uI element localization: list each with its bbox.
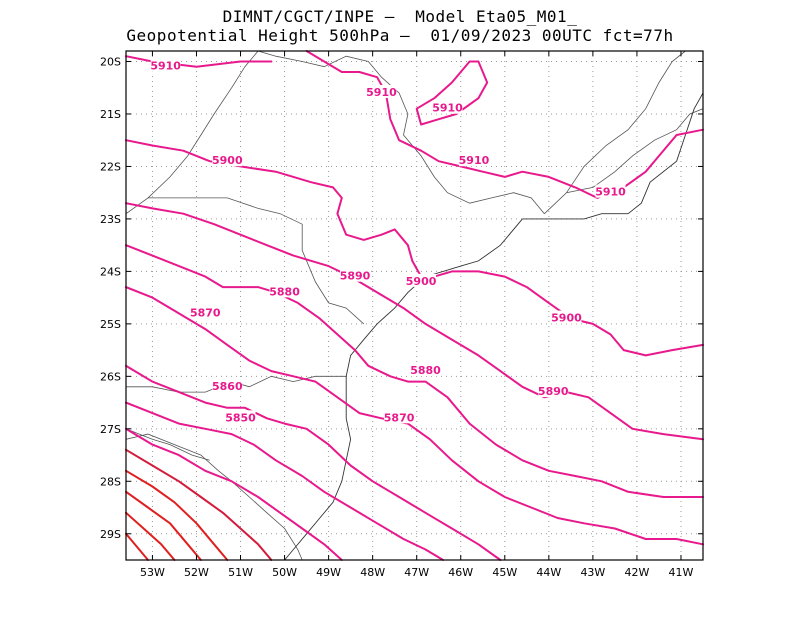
x-tick-label: 48W [360, 566, 385, 579]
x-tick-label: 50W [272, 566, 297, 579]
contour-label-bg [595, 184, 626, 198]
contour-label-bg [212, 378, 243, 392]
y-tick-label: 27S [100, 423, 121, 436]
y-tick-label: 23S [100, 213, 121, 226]
y-tick-label: 24S [100, 265, 121, 278]
contour-label-bg [269, 284, 300, 298]
contour-label: 5910 [459, 154, 490, 167]
contour-label: 5890 [340, 270, 371, 283]
contour-label: 5910 [595, 186, 626, 199]
boundary-line [125, 428, 210, 461]
y-tick-label: 26S [100, 370, 121, 383]
contour-label-bg [384, 410, 415, 424]
contour-label: 5900 [406, 275, 437, 288]
contour-label-bg [366, 84, 397, 98]
contour-labels: 5910 5910 5910 5910 5910 5900 5900 5900 5890 5890… [150, 58, 626, 424]
contour-label: 5850 [225, 411, 256, 424]
y-tick-label: 22S [100, 160, 121, 173]
coastline-south [284, 218, 523, 561]
latitude-axis: 20S 21S 22S 23S 24S 25S 26S 27S 28S 29S [100, 55, 703, 541]
contour-label: 5900 [551, 312, 582, 325]
contour-5910 [125, 55, 273, 68]
contour-5900 [125, 139, 704, 357]
contour-label-bg [410, 363, 441, 377]
contour-label: 5870 [190, 306, 221, 319]
contour-label-bg [225, 410, 256, 424]
boundary-line [125, 50, 259, 215]
contour-5830 [125, 448, 273, 561]
contour-label: 5910 [150, 60, 181, 73]
contour-5910 [305, 50, 704, 199]
boundary-line [544, 108, 704, 214]
contour-5790 [125, 532, 149, 561]
contour-5820 [125, 469, 229, 561]
contour-label: 5880 [269, 285, 300, 298]
contour-label-bg [538, 384, 569, 398]
boundary-line [257, 50, 545, 214]
x-tick-label: 51W [228, 566, 253, 579]
contour-5810 [125, 490, 202, 561]
contour-label-bg [406, 273, 437, 287]
y-tick-label: 28S [100, 475, 121, 488]
contour-label-bg [551, 310, 582, 324]
contour-label-bg [432, 100, 463, 114]
x-tick-label: 45W [492, 566, 517, 579]
coastline-north [522, 92, 704, 220]
contour-label-bg [190, 305, 221, 319]
x-tick-label: 53W [140, 566, 165, 579]
x-tick-label: 42W [624, 566, 649, 579]
map-frame [125, 50, 704, 561]
boundary-line [566, 50, 686, 193]
contour-5850 [125, 401, 445, 561]
chart-title-line2: Geopotential Height 500hPa — 01/09/2023 … [126, 26, 674, 45]
contour-label: 5910 [366, 86, 397, 99]
contour-label: 5860 [212, 380, 243, 393]
y-tick-label: 25S [100, 318, 121, 331]
y-tick-label: 21S [100, 108, 121, 121]
contour-5860 [125, 364, 502, 561]
contour-5840 [125, 427, 343, 561]
x-tick-label: 49W [316, 566, 341, 579]
coastline [284, 92, 704, 561]
contour-5880 [125, 244, 704, 498]
y-tick-label: 29S [100, 528, 121, 541]
contour-label: 5910 [432, 102, 463, 115]
contour-label: 5890 [538, 385, 569, 398]
x-tick-label: 41W [669, 566, 694, 579]
x-tick-label: 44W [536, 566, 561, 579]
contour-label: 5880 [410, 364, 441, 377]
contour-label-bg [340, 268, 371, 282]
contour-label: 5900 [212, 154, 243, 167]
boundary-line [148, 197, 365, 325]
gridlines [126, 51, 703, 560]
longitude-axis: 53W 52W 51W 50W 49W 48W 47W 46W 45W 44W 43W 42W 41W [140, 51, 694, 579]
y-tick-label: 20S [100, 55, 121, 68]
contour-label-bg [150, 58, 181, 72]
contour-5890 [125, 202, 704, 441]
x-tick-label: 43W [580, 566, 605, 579]
contour-label-bg [458, 153, 489, 167]
chart-title-line1: DIMNT/CGCT/INPE — Model Eta05_M01_ [222, 7, 578, 26]
x-tick-label: 47W [404, 566, 429, 579]
contour-label: 5870 [384, 411, 415, 424]
x-tick-label: 46W [448, 566, 473, 579]
contour-5910 [415, 60, 489, 126]
contour-label-bg [212, 153, 243, 167]
geopotential-contours [125, 50, 704, 561]
contour-5800 [125, 511, 176, 561]
x-tick-label: 52W [184, 566, 209, 579]
